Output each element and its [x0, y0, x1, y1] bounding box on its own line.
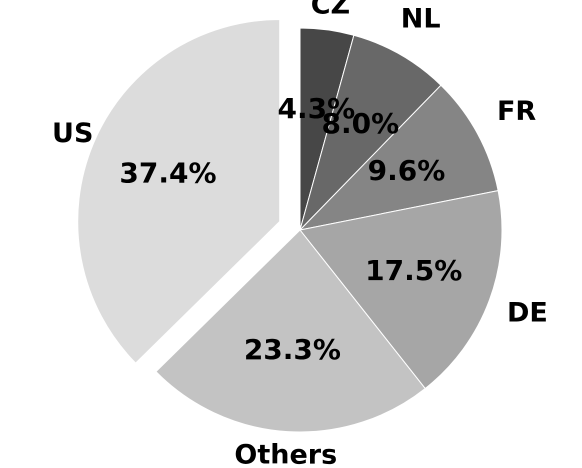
category-label-fr: FR — [497, 96, 536, 127]
category-label-cz: CZ — [311, 0, 350, 20]
pct-label-others: 23.3% — [244, 333, 341, 366]
pct-label-us: 37.4% — [119, 157, 216, 190]
slice-us — [77, 18, 281, 364]
slice-nl — [299, 34, 442, 231]
slice-others — [155, 229, 426, 433]
pct-label-de: 17.5% — [365, 254, 462, 287]
pie-slices — [77, 18, 503, 433]
category-label-de: DE — [507, 297, 548, 328]
category-label-nl: NL — [401, 3, 441, 34]
percentage-labels: 4.3%8.0% 9.6% 17.5% 23.3% 37.4% — [119, 92, 462, 366]
pct-label-fr: 9.6% — [368, 154, 446, 187]
slice-de — [299, 190, 503, 390]
category-labels: CZ NL FR DE Others US — [52, 0, 548, 468]
slice-fr — [298, 84, 499, 231]
category-label-us: US — [52, 118, 93, 149]
pct-label-nl: 8.0% — [321, 107, 399, 140]
pct-label-cz: 4.3% — [277, 92, 355, 125]
category-label-others: Others — [234, 439, 337, 468]
